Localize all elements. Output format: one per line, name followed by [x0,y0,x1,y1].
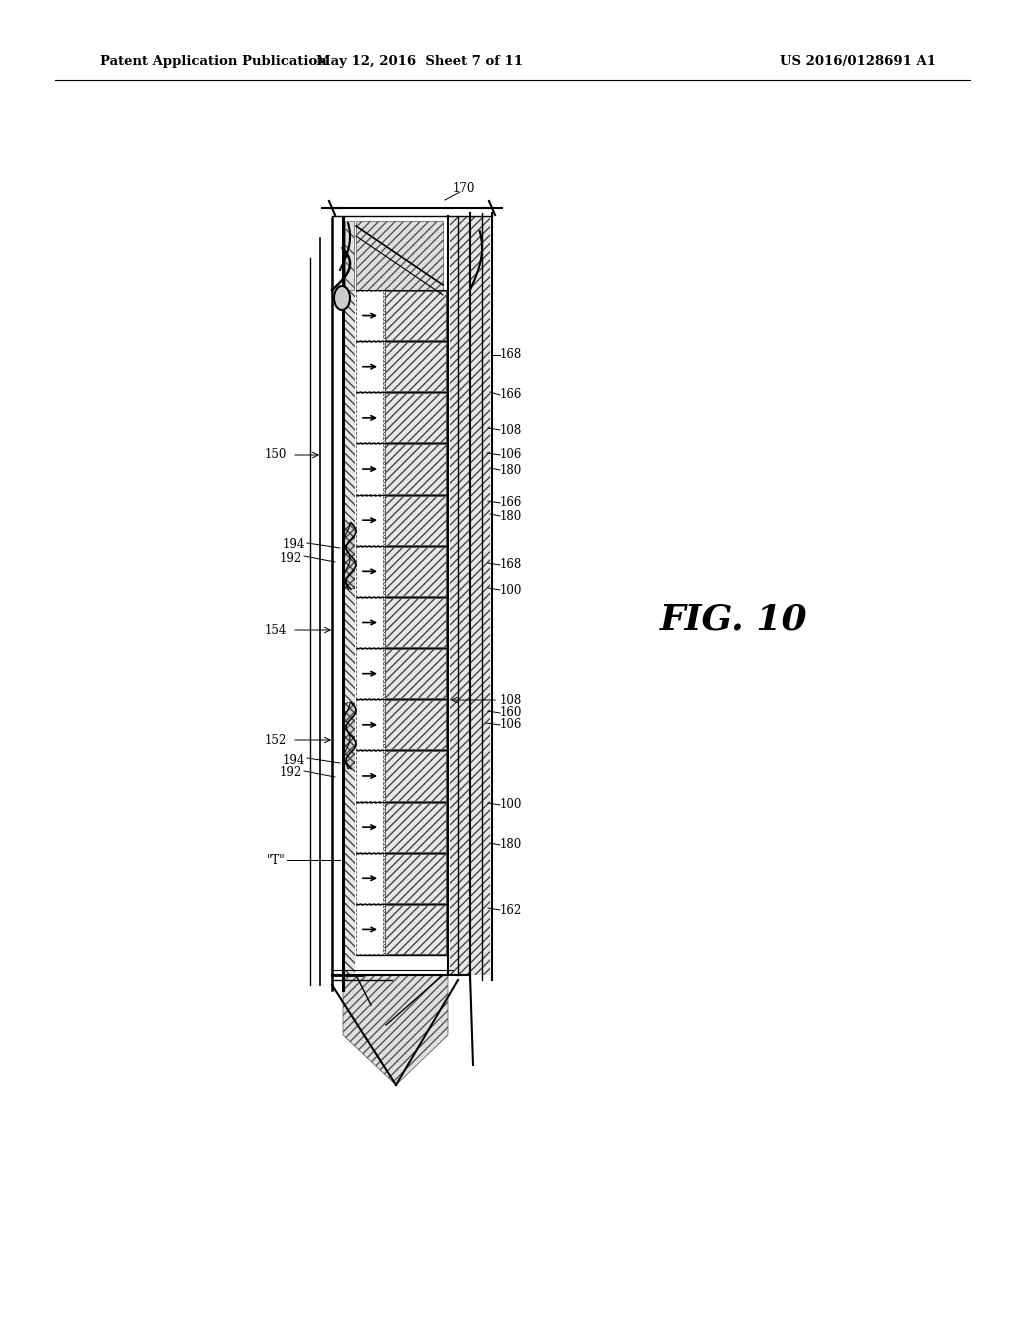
Bar [356,598,383,647]
Text: 100: 100 [500,799,522,812]
Bar [385,546,446,595]
Bar [356,290,449,954]
Bar [356,904,383,954]
Bar [356,854,383,903]
Text: FIG. 10: FIG. 10 [660,603,808,638]
Text: 106: 106 [500,718,522,731]
Text: 108: 108 [500,424,522,437]
Bar [344,523,355,589]
Text: 180: 180 [500,510,522,523]
Bar [450,216,490,975]
Text: 166: 166 [500,388,522,401]
Text: 154: 154 [264,623,287,636]
Ellipse shape [334,286,350,310]
Bar [385,445,446,494]
Bar [356,220,443,290]
Bar [385,342,446,391]
Text: 162: 162 [500,903,522,916]
Bar [385,393,446,442]
Bar [356,393,383,442]
Text: "T": "T" [266,854,285,866]
Text: US 2016/0128691 A1: US 2016/0128691 A1 [780,55,936,69]
Text: 194: 194 [283,539,305,552]
Text: 150: 150 [264,449,287,462]
Bar [356,445,383,494]
Bar [356,495,383,545]
Bar [356,649,383,698]
Text: 108: 108 [500,693,522,706]
Bar [385,649,446,698]
Text: 192: 192 [280,552,302,565]
Text: 180: 180 [500,838,522,851]
Text: 180: 180 [500,463,522,477]
Bar [356,290,383,341]
Text: 194: 194 [283,754,305,767]
Text: May 12, 2016  Sheet 7 of 11: May 12, 2016 Sheet 7 of 11 [316,55,523,69]
Bar [385,495,446,545]
Bar [356,700,383,750]
Text: 152: 152 [265,734,287,747]
Text: 166: 166 [500,496,522,510]
Text: 170: 170 [453,181,475,194]
Text: 100: 100 [500,583,522,597]
Bar [344,246,355,975]
Bar [356,803,383,851]
Text: Patent Application Publication: Patent Application Publication [100,55,327,69]
Bar [385,904,446,954]
Bar [385,290,446,341]
Text: 160: 160 [500,706,522,719]
Text: 106: 106 [500,449,522,462]
Bar [356,546,383,595]
Bar [356,342,383,391]
Bar [385,700,446,750]
Bar [385,751,446,800]
Polygon shape [343,975,449,1085]
Bar [356,751,383,800]
Text: 168: 168 [500,348,522,362]
Text: 168: 168 [500,558,522,572]
Bar [345,220,354,290]
Text: 192: 192 [280,767,302,780]
Bar [385,598,446,647]
Bar [344,702,355,768]
Bar [385,854,446,903]
Bar [385,803,446,851]
